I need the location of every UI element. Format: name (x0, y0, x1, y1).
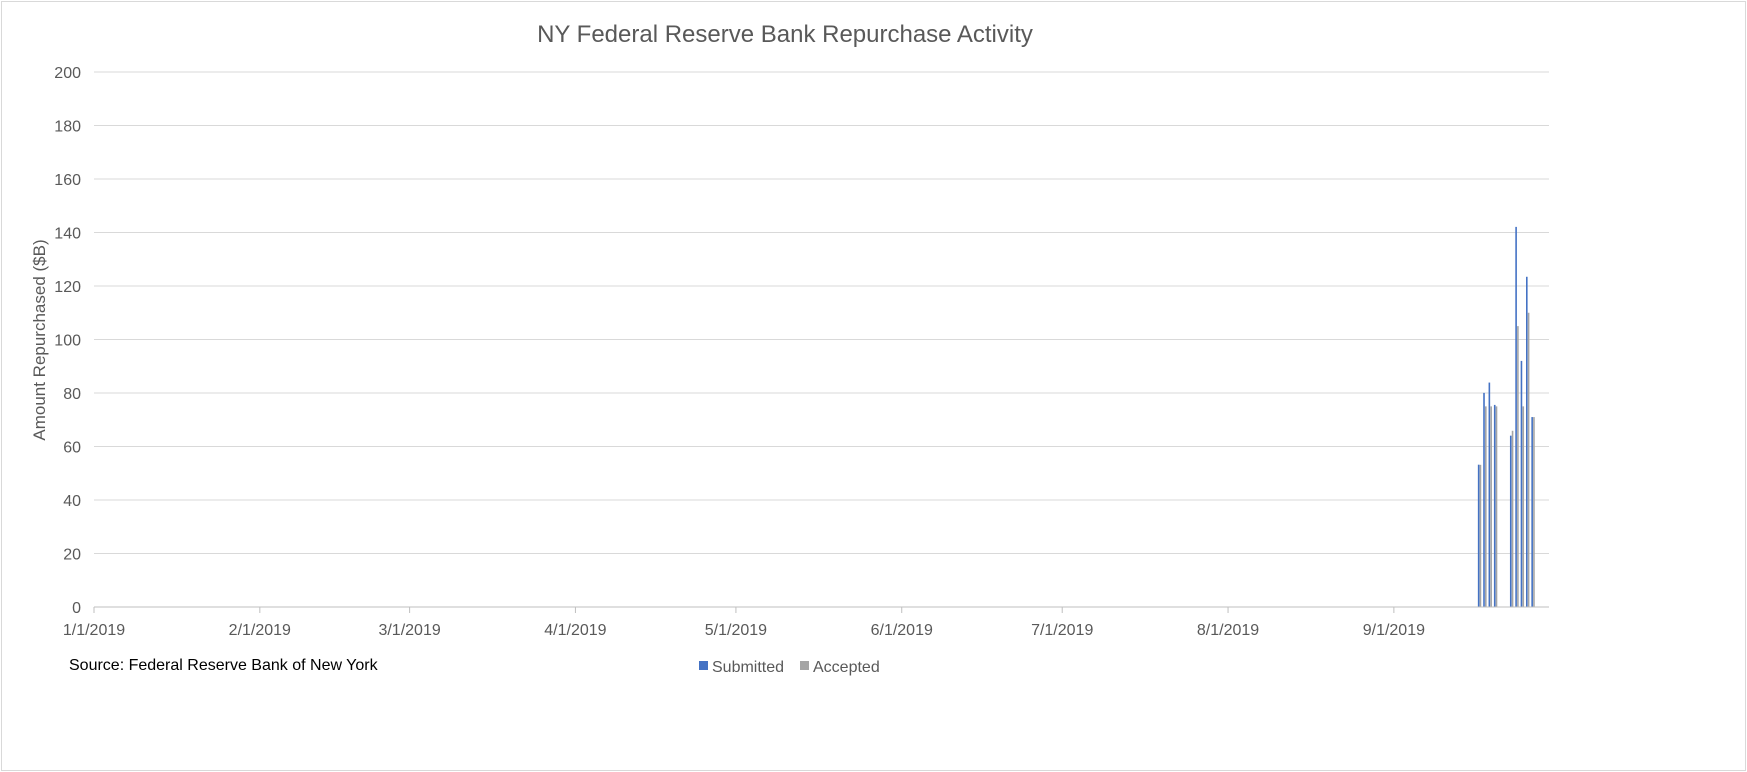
y-axis-ticks: 0 20 40 60 80 100 120 140 160 180 200 (54, 65, 81, 617)
bar-accepted-2019-09-17 (1479, 464, 1482, 607)
x-tick-label: 2/1/2019 (229, 622, 291, 639)
y-tick-label: 0 (72, 600, 81, 617)
x-tick-label: 8/1/2019 (1197, 622, 1259, 639)
bar-accepted-2019-09-25 (1522, 406, 1525, 607)
bars (1477, 226, 1535, 607)
y-tick-label: 180 (54, 119, 81, 136)
y-tick-label: 160 (54, 172, 81, 189)
bar-submitted-2019-09-23 (1509, 435, 1512, 607)
x-tick-label: 9/1/2019 (1363, 622, 1425, 639)
y-tick-label: 20 (63, 547, 81, 564)
x-axis-ticks: 1/1/2019 2/1/2019 3/1/2019 4/1/2019 5/1/2019… (63, 607, 1425, 639)
legend: Submitted Accepted (699, 659, 880, 676)
bar-accepted-2019-09-23 (1511, 430, 1514, 607)
x-tick-label: 3/1/2019 (378, 622, 440, 639)
legend-submitted-label: Submitted (712, 659, 784, 676)
bar-accepted-2019-09-20 (1495, 406, 1498, 607)
legend-accepted-swatch (800, 661, 809, 670)
chart-title: NY Federal Reserve Bank Repurchase Activ… (537, 21, 1033, 48)
bar-submitted-2019-09-27 (1531, 417, 1533, 607)
source-note: Source: Federal Reserve Bank of New York (69, 657, 379, 674)
y-tick-label: 200 (54, 65, 81, 82)
gridlines (94, 71, 1549, 554)
x-tick-label: 4/1/2019 (544, 622, 606, 639)
bar-submitted-2019-09-20 (1493, 404, 1496, 607)
x-tick-label: 7/1/2019 (1031, 622, 1093, 639)
bar-submitted-2019-09-25 (1520, 360, 1523, 607)
y-tick-label: 80 (63, 386, 81, 403)
x-tick-label: 5/1/2019 (705, 622, 767, 639)
bar-submitted-2019-09-26 (1526, 276, 1528, 607)
bar-accepted-2019-09-27 (1533, 417, 1535, 607)
x-tick-label: 6/1/2019 (871, 622, 933, 639)
bar-accepted-2019-09-24 (1517, 326, 1519, 607)
y-tick-label: 100 (54, 333, 81, 350)
bar-submitted-2019-09-18 (1483, 392, 1485, 607)
y-tick-label: 60 (63, 440, 81, 457)
bar-accepted-2019-09-26 (1527, 312, 1530, 607)
y-axis-label: Amount Repurchased ($B) (30, 239, 49, 440)
bar-submitted-2019-09-24 (1515, 226, 1517, 607)
legend-accepted-label: Accepted (813, 659, 880, 676)
bar-accepted-2019-09-19 (1490, 406, 1492, 607)
x-tick-label: 1/1/2019 (63, 622, 125, 639)
bar-accepted-2019-09-18 (1485, 406, 1487, 607)
bar-submitted-2019-09-17 (1477, 464, 1480, 607)
bar-submitted-2019-09-19 (1488, 382, 1491, 607)
y-tick-label: 120 (54, 279, 81, 296)
y-tick-label: 140 (54, 226, 81, 243)
y-tick-label: 40 (63, 493, 81, 510)
legend-submitted-swatch (699, 661, 708, 670)
